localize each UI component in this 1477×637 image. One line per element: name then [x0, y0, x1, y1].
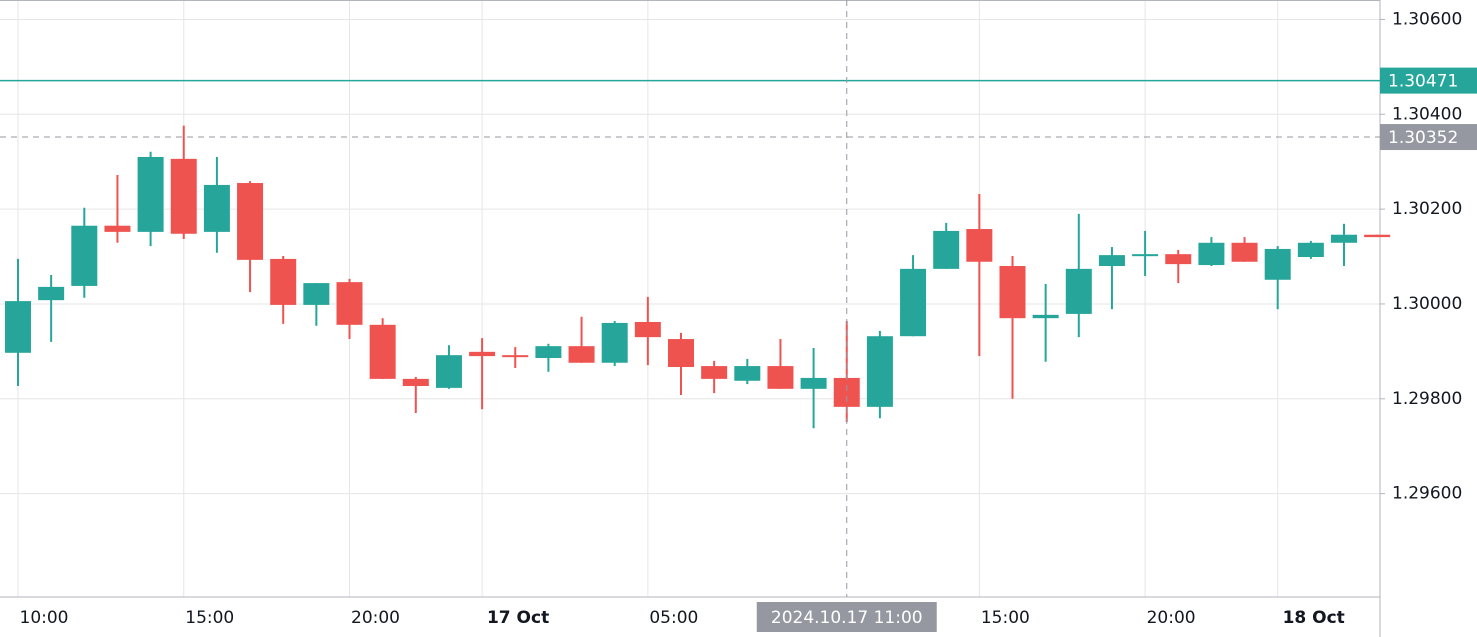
- candle-body: [601, 322, 628, 363]
- y-tick-label: 1.29800: [1392, 389, 1462, 409]
- candle-body: [1264, 248, 1291, 280]
- x-tick-label: 20:00: [351, 608, 400, 628]
- price-label: 1.30471: [1388, 72, 1458, 92]
- candle-body: [1132, 254, 1159, 257]
- candle-body: [933, 230, 960, 269]
- candle-body: [634, 321, 661, 338]
- crosshair-y-label: 1.30352: [1388, 128, 1458, 148]
- candle-body: [1098, 255, 1125, 267]
- candle-body: [1331, 234, 1357, 243]
- x-tick-label: 15:00: [981, 608, 1030, 628]
- candle-body: [767, 366, 794, 389]
- candle-body: [1198, 242, 1225, 266]
- candle-body: [402, 378, 429, 386]
- x-tick-label: 17 Oct: [487, 608, 549, 628]
- crosshair-x-label: 2024.10.17 11:00: [771, 608, 923, 628]
- candle-body: [469, 351, 496, 357]
- y-tick-label: 1.29600: [1392, 484, 1462, 504]
- candle-body: [336, 282, 363, 325]
- candle-body: [866, 336, 893, 407]
- candle-body: [900, 268, 927, 337]
- candle-body: [203, 184, 230, 232]
- candle-body: [170, 158, 197, 234]
- candle-body: [999, 266, 1026, 319]
- candle-body: [668, 339, 694, 368]
- candle-body: [1364, 234, 1391, 238]
- x-tick-label: 15:00: [185, 608, 234, 628]
- candle-body: [71, 225, 98, 286]
- candle-body: [5, 301, 31, 353]
- candle-body: [1065, 268, 1092, 314]
- candle-body: [270, 258, 297, 305]
- candle-body: [435, 355, 462, 388]
- candle-body: [535, 346, 562, 359]
- candle-body: [1165, 254, 1192, 265]
- crosshair-x-label-bg: [756, 602, 937, 632]
- candle-body: [701, 366, 728, 379]
- x-tick-label: 20:00: [1147, 608, 1196, 628]
- candle-body: [734, 366, 761, 381]
- candle-body: [1032, 314, 1059, 319]
- x-tick-label: 18 Oct: [1283, 608, 1345, 628]
- candle-body: [303, 283, 330, 305]
- crosshair-y-label-bg: [1380, 124, 1477, 151]
- candle-body: [369, 324, 396, 379]
- candle-body: [137, 156, 164, 232]
- candle-body: [1297, 242, 1324, 258]
- candle-body: [502, 355, 529, 358]
- candle-body: [38, 286, 65, 301]
- candle-body: [1231, 242, 1258, 262]
- y-tick-label: 1.30000: [1392, 294, 1462, 314]
- y-tick-label: 1.30600: [1392, 9, 1462, 29]
- candle-body: [104, 225, 131, 232]
- candle-body: [833, 377, 860, 407]
- y-tick-label: 1.30400: [1392, 104, 1462, 124]
- candle-body: [237, 183, 264, 260]
- candle-body: [800, 377, 827, 389]
- y-tick-label: 1.30200: [1392, 199, 1462, 219]
- x-tick-label: 10:00: [20, 608, 69, 628]
- candle-body: [966, 229, 993, 262]
- x-tick-label: 05:00: [649, 608, 698, 628]
- candle-body: [568, 346, 595, 363]
- price-label-bg: [1380, 67, 1477, 94]
